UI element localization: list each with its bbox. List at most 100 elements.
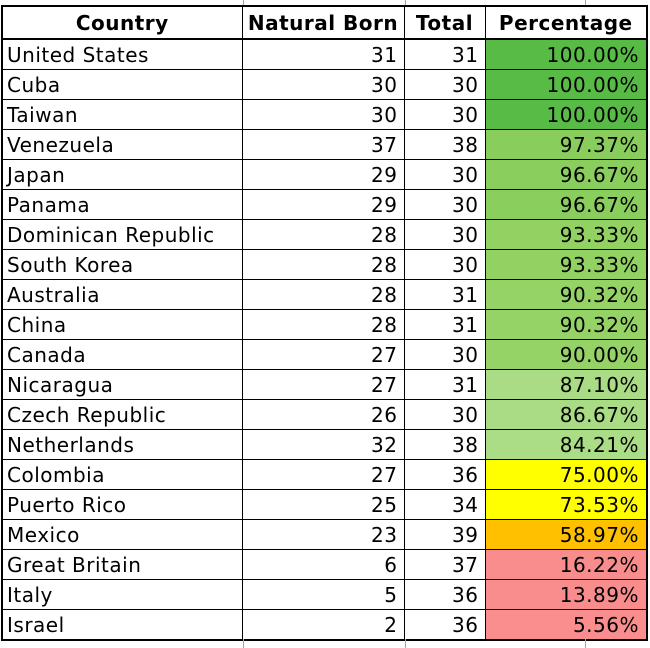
col-header-total: Total (403, 5, 486, 40)
col-header-country: Country (1, 5, 243, 40)
cell-percentage: 90.00% (484, 339, 648, 370)
cell-natural-born: 28 (241, 219, 405, 250)
cell-country: Cuba (1, 69, 243, 100)
cell-natural-born: 28 (241, 309, 405, 340)
table-row: South Korea 28 30 93.33% (1, 249, 648, 280)
gridline-stub (405, 0, 406, 5)
cell-country: Colombia (1, 459, 243, 490)
cell-country: Taiwan (1, 99, 243, 130)
cell-country: Mexico (1, 519, 243, 550)
gridline-stub (585, 0, 586, 5)
cell-total: 30 (403, 249, 486, 280)
cell-country: Panama (1, 189, 243, 220)
cell-percentage: 84.21% (484, 429, 648, 460)
cell-total: 31 (403, 38, 486, 70)
table-row: Mexico 23 39 58.97% (1, 519, 648, 550)
cell-total: 31 (403, 279, 486, 310)
cell-total: 30 (403, 189, 486, 220)
cell-percentage: 5.56% (484, 609, 648, 641)
cell-total: 30 (403, 159, 486, 190)
cell-natural-born: 29 (241, 189, 405, 220)
cell-country: United States (1, 38, 243, 70)
cell-percentage: 13.89% (484, 579, 648, 610)
cell-natural-born: 29 (241, 159, 405, 190)
table-row: United States 31 31 100.00% (1, 38, 648, 70)
cell-total: 30 (403, 219, 486, 250)
cell-percentage: 87.10% (484, 369, 648, 400)
cell-country: Japan (1, 159, 243, 190)
cell-natural-born: 30 (241, 69, 405, 100)
cell-natural-born: 27 (241, 459, 405, 490)
cell-total: 38 (403, 429, 486, 460)
cell-percentage: 96.67% (484, 159, 648, 190)
cell-natural-born: 31 (241, 38, 405, 70)
cell-total: 30 (403, 399, 486, 430)
table-row: Venezuela 37 38 97.37% (1, 129, 648, 160)
cell-total: 38 (403, 129, 486, 160)
cell-percentage: 75.00% (484, 459, 648, 490)
cell-country: Canada (1, 339, 243, 370)
header-row: Country Natural Born Total Percentage (1, 5, 648, 40)
cell-natural-born: 23 (241, 519, 405, 550)
table-row: Australia 28 31 90.32% (1, 279, 648, 310)
table-row: Canada 27 30 90.00% (1, 339, 648, 370)
gridline-stub (243, 639, 244, 648)
table-row: Panama 29 30 96.67% (1, 189, 648, 220)
table-row: Puerto Rico 25 34 73.53% (1, 489, 648, 520)
table-row: Nicaragua 27 31 87.10% (1, 369, 648, 400)
cell-total: 31 (403, 309, 486, 340)
table-row: Israel 2 36 5.56% (1, 609, 648, 641)
cell-country: Israel (1, 609, 243, 641)
cell-percentage: 93.33% (484, 219, 648, 250)
cell-total: 30 (403, 339, 486, 370)
cell-country: South Korea (1, 249, 243, 280)
cell-percentage: 100.00% (484, 69, 648, 100)
table-row: Italy 5 36 13.89% (1, 579, 648, 610)
cell-total: 34 (403, 489, 486, 520)
table-row: Great Britain 6 37 16.22% (1, 549, 648, 580)
cell-country: Netherlands (1, 429, 243, 460)
table-row: China 28 31 90.32% (1, 309, 648, 340)
cell-country: Puerto Rico (1, 489, 243, 520)
cell-natural-born: 25 (241, 489, 405, 520)
gridline-stub (585, 639, 586, 648)
cell-natural-born: 5 (241, 579, 405, 610)
table-row: Taiwan 30 30 100.00% (1, 99, 648, 130)
cell-total: 30 (403, 69, 486, 100)
table-row: Japan 29 30 96.67% (1, 159, 648, 190)
cell-total: 36 (403, 609, 486, 641)
table-row: Colombia 27 36 75.00% (1, 459, 648, 490)
cell-percentage: 97.37% (484, 129, 648, 160)
cell-country: Czech Republic (1, 399, 243, 430)
cell-total: 36 (403, 579, 486, 610)
cell-total: 37 (403, 549, 486, 580)
gridline-stub (405, 639, 406, 648)
cell-natural-born: 27 (241, 369, 405, 400)
cell-natural-born: 28 (241, 279, 405, 310)
cell-country: Australia (1, 279, 243, 310)
cell-country: Italy (1, 579, 243, 610)
cell-country: Nicaragua (1, 369, 243, 400)
cell-total: 36 (403, 459, 486, 490)
cell-percentage: 100.00% (484, 38, 648, 70)
cell-percentage: 73.53% (484, 489, 648, 520)
table-row: Czech Republic 26 30 86.67% (1, 399, 648, 430)
cell-total: 39 (403, 519, 486, 550)
table-row: Cuba 30 30 100.00% (1, 69, 648, 100)
cell-natural-born: 28 (241, 249, 405, 280)
table-row: Dominican Republic 28 30 93.33% (1, 219, 648, 250)
cell-percentage: 93.33% (484, 249, 648, 280)
cell-percentage: 16.22% (484, 549, 648, 580)
gridline-stub (243, 0, 244, 5)
cell-natural-born: 2 (241, 609, 405, 641)
cell-natural-born: 6 (241, 549, 405, 580)
cell-percentage: 90.32% (484, 279, 648, 310)
cell-percentage: 86.67% (484, 399, 648, 430)
cell-country: China (1, 309, 243, 340)
cell-country: Venezuela (1, 129, 243, 160)
cell-percentage: 90.32% (484, 309, 648, 340)
cell-natural-born: 27 (241, 339, 405, 370)
cell-natural-born: 37 (241, 129, 405, 160)
table-row: Netherlands 32 38 84.21% (1, 429, 648, 460)
